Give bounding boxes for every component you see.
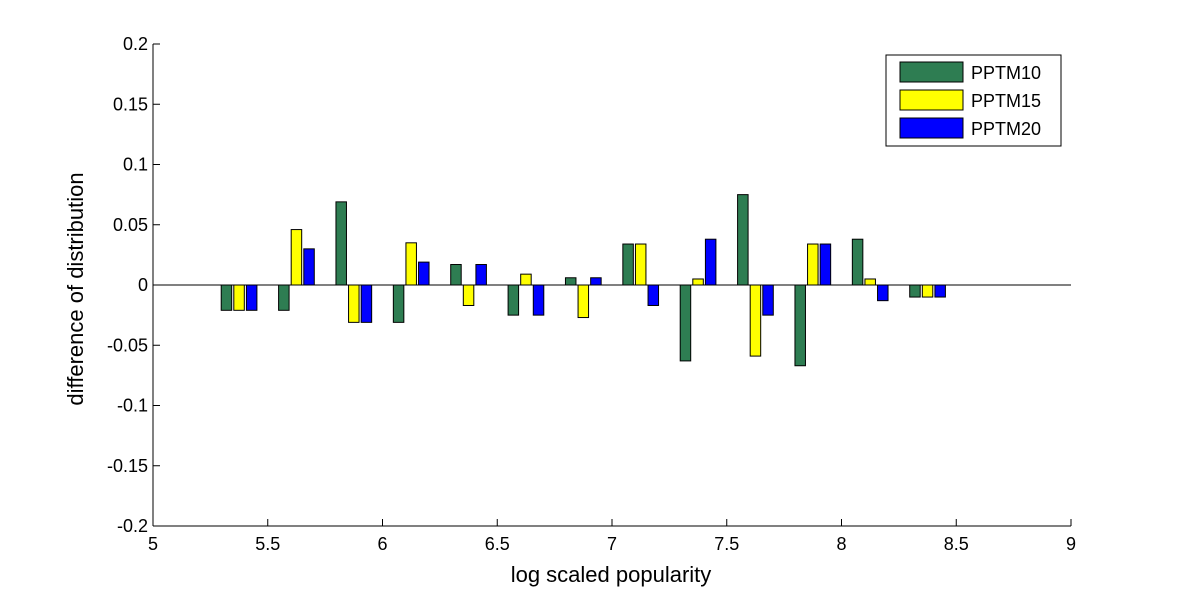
x-tick-label: 8.5 [944, 534, 969, 554]
x-tick-label: 7.5 [714, 534, 739, 554]
bar-pptm10-9 [737, 194, 749, 286]
bar-pptm20-1 [303, 248, 315, 286]
legend-label-pptm15: PPTM15 [971, 91, 1041, 111]
y-tick-label: -0.15 [107, 456, 148, 476]
legend-label-pptm10: PPTM10 [971, 63, 1041, 83]
legend-swatch-pptm10 [899, 61, 964, 83]
bar-pptm20-2 [360, 284, 373, 323]
x-tick-label: 8 [836, 534, 846, 554]
bar-pptm15-1 [290, 229, 303, 286]
bar-pptm15-7 [634, 243, 647, 286]
y-tick-label: 0.1 [123, 155, 148, 175]
y-axis-label: difference of distribution [63, 172, 88, 405]
bar-pptm20-7 [647, 284, 660, 306]
y-tick-label: 0 [138, 275, 148, 295]
bar-pptm15-2 [348, 284, 360, 323]
bar-pptm20-5 [532, 284, 545, 316]
bar-pptm10-11 [851, 238, 864, 286]
legend-swatch-pptm20 [899, 117, 964, 139]
x-axis-label: log scaled popularity [511, 562, 712, 587]
y-tick-label: -0.1 [117, 396, 148, 416]
bar-pptm20-4 [475, 264, 487, 286]
bar-pptm10-0 [220, 284, 233, 311]
x-tick-label: 9 [1066, 534, 1076, 554]
bar-pptm15-5 [520, 273, 532, 286]
bar-pptm10-12 [909, 284, 921, 298]
bar-pptm20-11 [877, 284, 889, 302]
bar-pptm10-3 [392, 284, 405, 323]
bar-pptm10-10 [794, 284, 806, 367]
legend: PPTM10 PPTM15 PPTM20 [885, 54, 1062, 147]
bar-pptm20-0 [245, 284, 258, 311]
y-tick-label: 0.15 [113, 94, 148, 114]
y-tick-label: 0.05 [113, 215, 148, 235]
x-tick-label: 7 [607, 534, 617, 554]
y-tick-label: 0.2 [123, 34, 148, 54]
axes: 5 5.5 6 6.5 7 7.5 8 8.5 9 -0.2 -0.15 -0.1 -0.05 0 0.05… [107, 34, 1076, 554]
y-tick-label: -0.2 [117, 516, 148, 536]
x-tick-label: 5.5 [255, 534, 280, 554]
bar-pptm20-6 [590, 277, 602, 286]
x-tick-label: 6.5 [485, 534, 510, 554]
bar-pptm15-3 [405, 242, 417, 286]
bar-pptm15-9 [749, 284, 762, 357]
bar-pptm20-3 [418, 261, 430, 286]
x-tick-label: 5 [148, 534, 158, 554]
legend-swatch-pptm15 [899, 89, 964, 111]
bar-pptm15-0 [233, 284, 245, 311]
bar-pptm10-8 [679, 284, 692, 362]
bar-pptm15-10 [807, 243, 819, 286]
bar-pptm15-11 [864, 278, 876, 286]
bar-pptm20-12 [934, 284, 946, 298]
bar-pptm15-4 [462, 284, 475, 306]
x-tick-label: 6 [377, 534, 387, 554]
bar-pptm20-9 [762, 284, 774, 316]
bar-pptm20-10 [819, 243, 832, 286]
bar-pptm10-7 [622, 243, 634, 286]
bar-pptm10-5 [507, 284, 520, 316]
bar-pptm20-8 [704, 238, 717, 286]
bar-pptm15-8 [692, 278, 704, 286]
bars [220, 194, 946, 367]
bar-pptm15-12 [921, 284, 934, 298]
bar-pptm10-2 [335, 201, 347, 286]
legend-label-pptm20: PPTM20 [971, 119, 1041, 139]
bar-pptm10-6 [564, 277, 577, 286]
bar-pptm10-1 [278, 284, 290, 311]
bar-pptm15-6 [577, 284, 590, 319]
y-tick-label: -0.05 [107, 335, 148, 355]
bar-pptm10-4 [450, 264, 462, 286]
